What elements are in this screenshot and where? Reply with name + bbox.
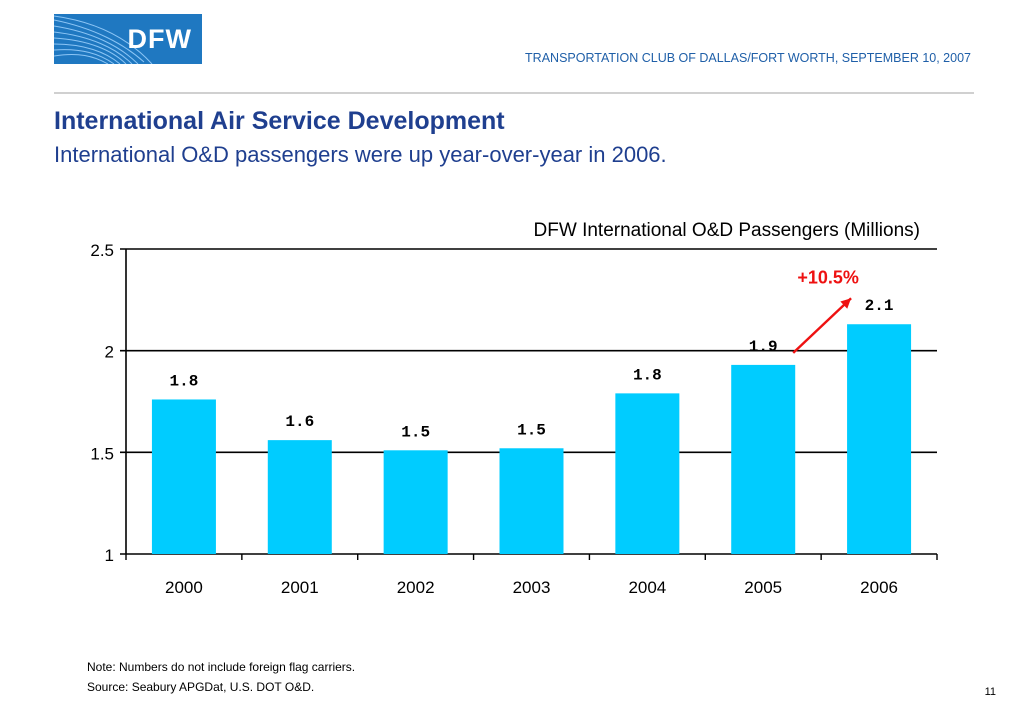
header-divider: [54, 92, 974, 94]
chart-title: DFW International O&D Passengers (Millio…: [534, 220, 920, 241]
growth-arrowhead: [840, 298, 852, 309]
footnote: Note: Numbers do not include foreign fla…: [87, 660, 356, 674]
data-label: 1.8: [170, 372, 199, 390]
page-subtitle: International O&D passengers were up yea…: [54, 142, 667, 167]
bar-2003: [499, 448, 564, 554]
x-tick-label: 2004: [628, 578, 666, 597]
bar-2006: [847, 324, 912, 554]
y-tick-label: 2.5: [90, 241, 114, 260]
x-tick-label: 2002: [397, 578, 435, 597]
bar-2004: [615, 393, 680, 554]
event-header: TRANSPORTATION CLUB OF DALLAS/FORT WORTH…: [525, 51, 971, 65]
data-label: 1.6: [285, 413, 314, 431]
x-tick-label: 2000: [165, 578, 203, 597]
bar-2000: [151, 399, 216, 554]
x-tick-label: 2003: [513, 578, 551, 597]
source-note: Source: Seabury APGDat, U.S. DOT O&D.: [87, 680, 315, 694]
page-title: International Air Service Development: [54, 107, 505, 135]
y-tick-label: 1: [105, 546, 114, 565]
growth-arrow: [792, 297, 852, 354]
y-tick-label: 2: [105, 343, 114, 362]
y-tick-label: 1.5: [90, 444, 114, 463]
x-tick-label: 2001: [281, 578, 319, 597]
bar-2005: [731, 364, 796, 554]
data-label: 1.5: [401, 423, 430, 441]
growth-annotation: +10.5%: [797, 268, 859, 288]
logo-text: DFW: [127, 24, 192, 54]
bar-2002: [383, 450, 448, 554]
bar-chart: DFW International O&D Passengers (Millio…: [90, 220, 938, 597]
page-number: 11: [984, 686, 996, 698]
data-label: 1.5: [517, 421, 546, 439]
x-tick-label: 2005: [744, 578, 782, 597]
x-tick-label: 2006: [860, 578, 898, 597]
logo-swoosh-graphic: [54, 15, 153, 64]
data-label: 1.9: [749, 338, 778, 356]
data-label: 1.8: [633, 366, 662, 384]
data-label: 2.1: [865, 297, 894, 315]
dfw-logo: DFW: [54, 14, 202, 64]
bar-2001: [267, 440, 332, 554]
